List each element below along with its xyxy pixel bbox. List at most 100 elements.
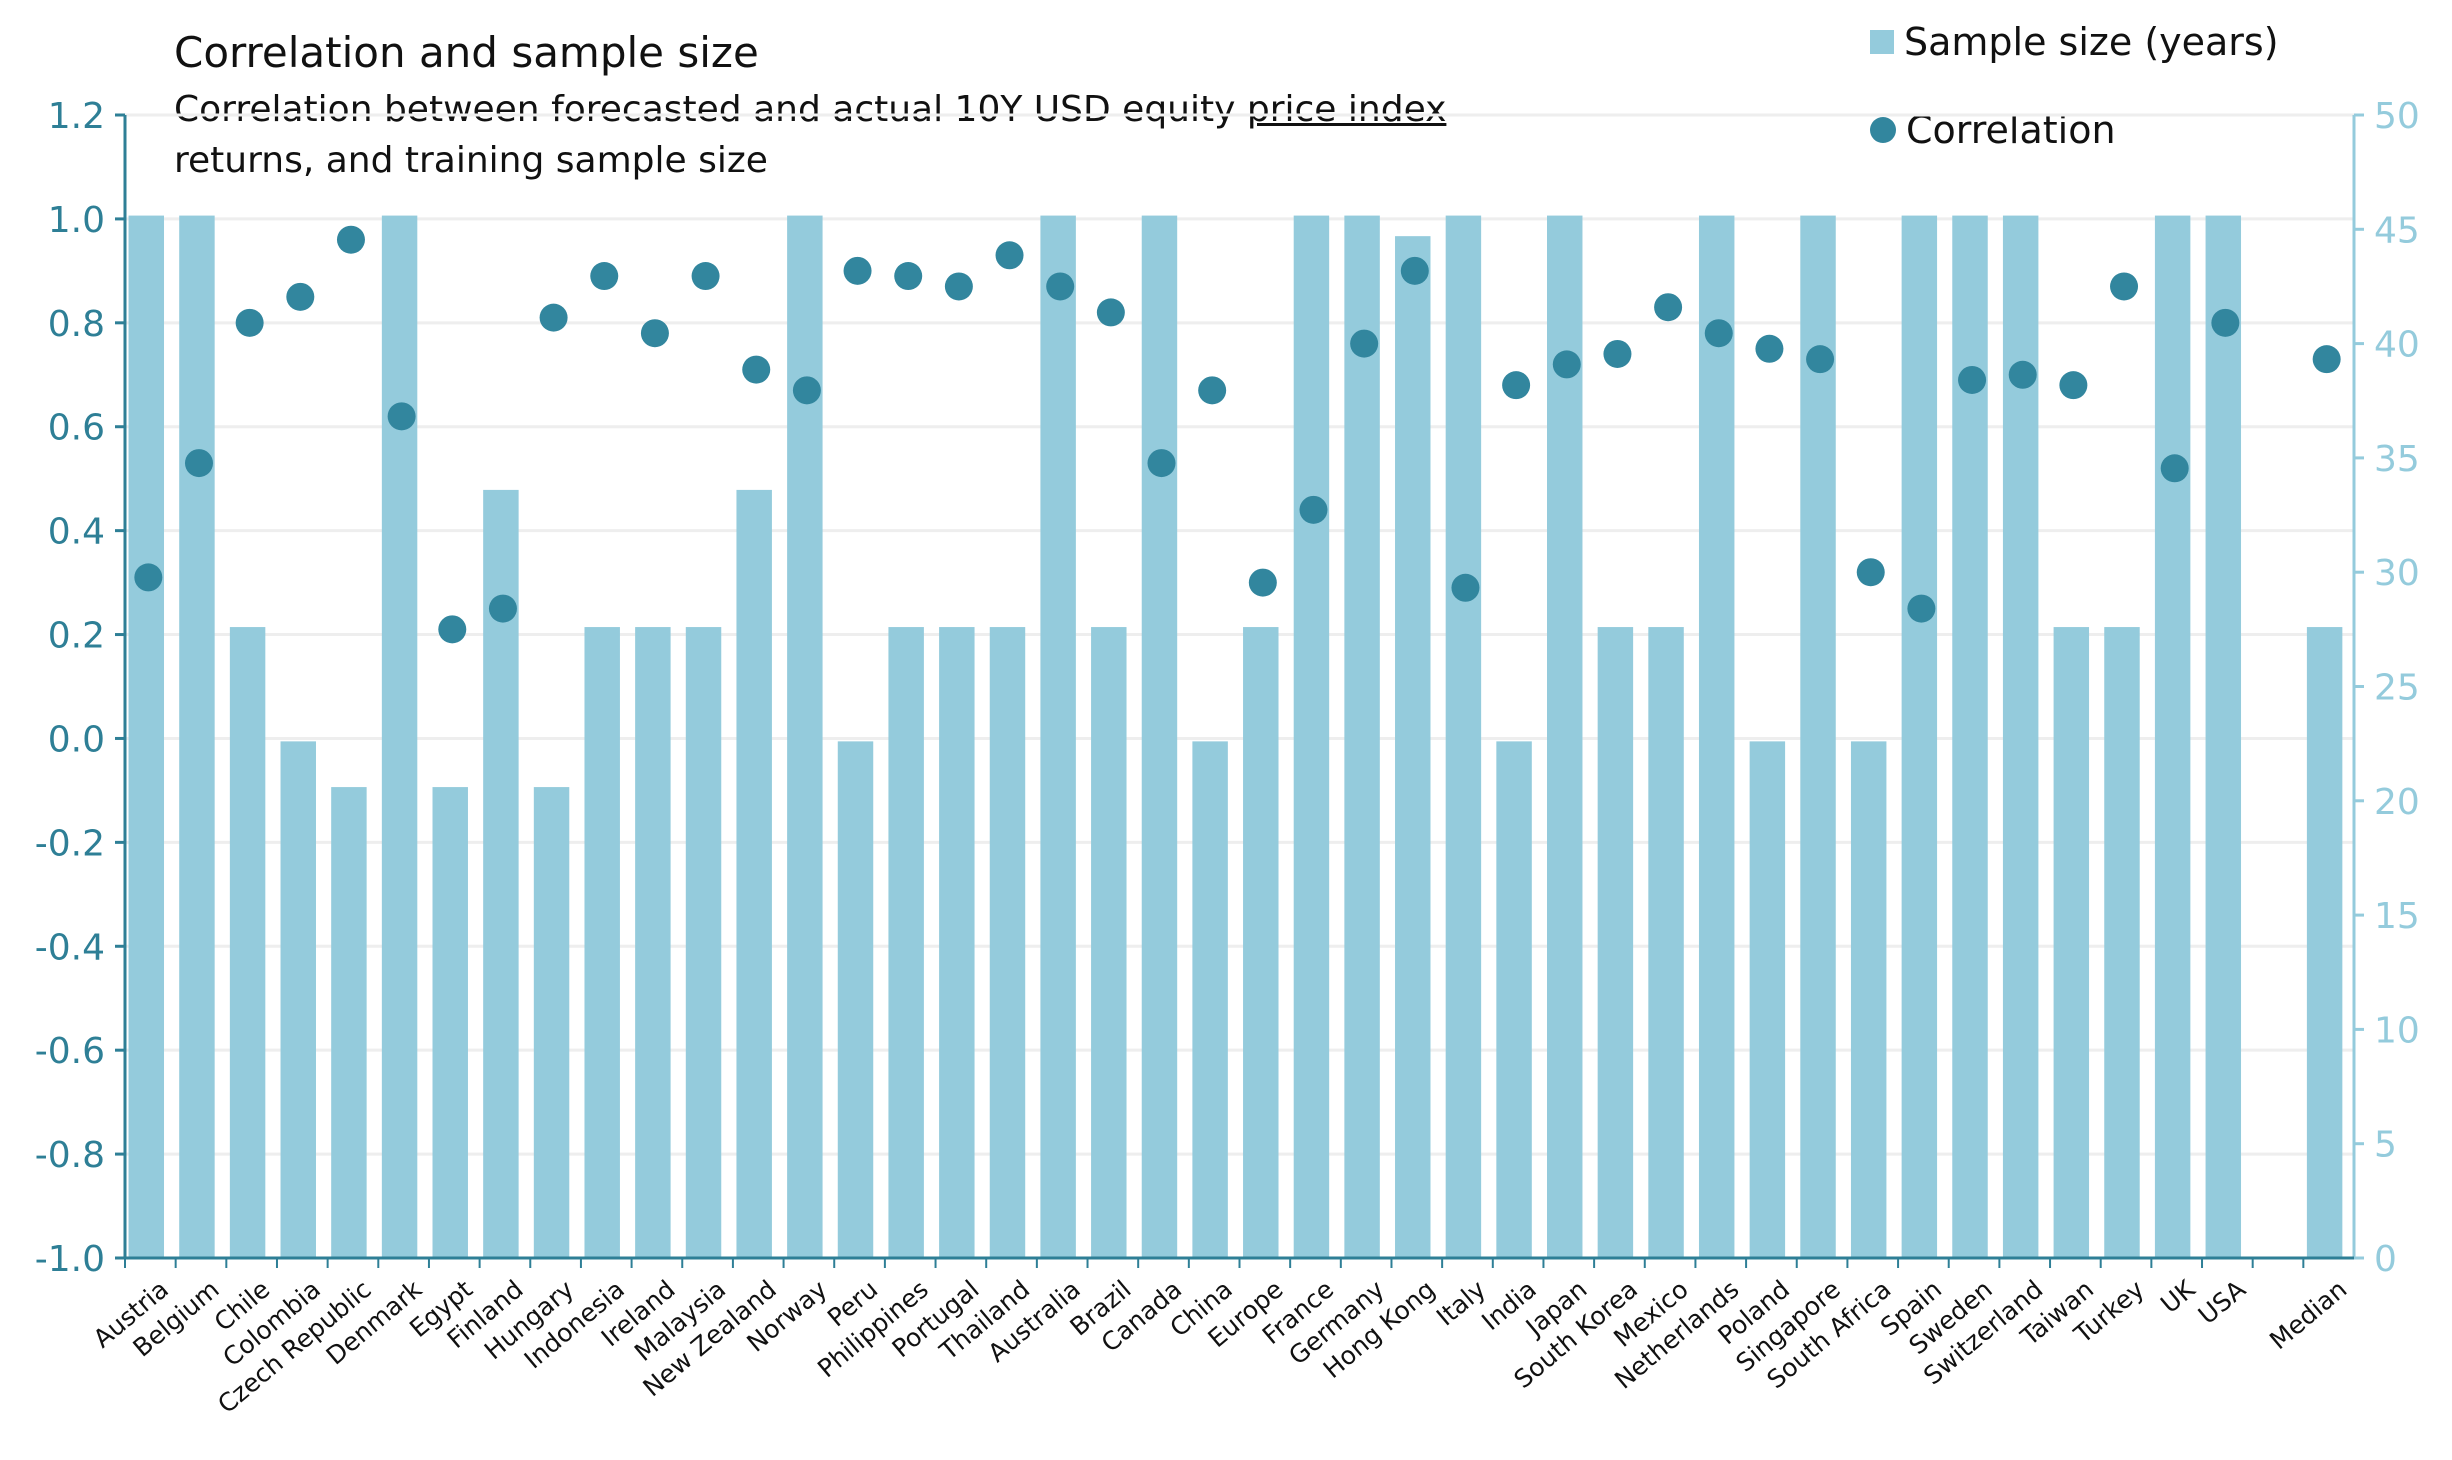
bar: [685, 627, 722, 1258]
right-tick-label: 0: [2374, 1239, 2397, 1280]
bar: [1091, 627, 1127, 1258]
bar: [2306, 627, 2343, 1258]
left-tick-label: 0.8: [48, 304, 105, 345]
left-tick-label: -0.2: [35, 823, 105, 864]
bar: [2053, 627, 2090, 1258]
bar: [1344, 215, 1380, 1259]
bar: [837, 741, 874, 1258]
bar: [331, 787, 367, 1258]
bar: [1597, 627, 1634, 1258]
subtitle-part: Correlation between forecasted and actua…: [174, 89, 1247, 130]
left-tick-label: 0.6: [48, 408, 105, 449]
bar: [229, 627, 266, 1258]
data-point: [1806, 345, 1835, 374]
bar: [989, 627, 1026, 1258]
data-point: [387, 402, 416, 431]
data-point: [1856, 558, 1885, 587]
chart-subtitle: Correlation between forecasted and actua…: [174, 84, 1474, 186]
left-tick-label: 1.2: [48, 96, 105, 137]
subtitle-underlined: price index: [1246, 89, 1447, 130]
bar: [1293, 215, 1330, 1259]
left-tick-label: -0.8: [35, 1135, 105, 1176]
bar: [736, 489, 772, 1258]
bar: [1040, 215, 1076, 1259]
data-point: [184, 449, 213, 478]
bar: [1496, 741, 1532, 1258]
bar: [1243, 627, 1279, 1258]
data-point: [438, 615, 467, 644]
right-tick-label: 15: [2374, 896, 2420, 937]
data-point: [1299, 495, 1328, 524]
legend-item-sample-size: Sample size (years): [1870, 20, 2279, 64]
data-point: [235, 308, 264, 337]
data-point: [2312, 345, 2341, 374]
data-point: [1248, 568, 1277, 597]
left-tick-label: -1.0: [35, 1239, 105, 1280]
left-tick-label: -0.4: [35, 927, 105, 968]
bar: [432, 787, 468, 1258]
data-point: [1451, 573, 1480, 602]
data-point: [691, 262, 720, 291]
legend-swatch-bar: [1870, 30, 1894, 54]
bar: [888, 627, 924, 1258]
bar: [1445, 215, 1482, 1259]
data-point: [1704, 319, 1733, 348]
left-tick-label: 0.2: [48, 616, 105, 657]
left-tick-label: 0.0: [48, 719, 105, 760]
bar: [1395, 236, 1431, 1258]
data-point: [792, 376, 821, 405]
bar: [381, 215, 418, 1259]
data-point: [2160, 454, 2189, 483]
data-point: [1958, 365, 1987, 394]
bar: [2104, 627, 2140, 1258]
data-point: [336, 225, 365, 254]
right-tick-label: 5: [2374, 1125, 2397, 1166]
right-tick-label: 50: [2374, 96, 2420, 137]
bar: [1749, 741, 1786, 1258]
left-tick-label: 1.0: [48, 200, 105, 241]
data-point: [1654, 293, 1683, 322]
bar: [1547, 215, 1583, 1259]
x-tick-label: Italy: [1431, 1274, 1491, 1331]
data-point: [286, 282, 315, 311]
right-tick-label: 25: [2374, 668, 2420, 709]
data-point: [1552, 350, 1581, 379]
data-point: [1096, 298, 1125, 327]
right-tick-label: 40: [2374, 325, 2420, 366]
data-point: [2059, 371, 2088, 400]
bar: [1850, 741, 1887, 1258]
data-point: [944, 272, 973, 301]
data-point: [2211, 308, 2240, 337]
data-point: [894, 262, 923, 291]
right-tick-label: 45: [2374, 210, 2420, 251]
bar: [2154, 215, 2191, 1259]
x-tick-label: UK: [2155, 1274, 2201, 1319]
bar: [1141, 215, 1178, 1259]
data-point: [1046, 272, 1075, 301]
bar: [1698, 215, 1735, 1259]
data-point: [995, 241, 1024, 270]
data-point: [1198, 376, 1227, 405]
bar: [787, 215, 823, 1259]
data-point: [742, 355, 771, 384]
bar: [584, 627, 620, 1258]
right-tick-label: 35: [2374, 439, 2420, 480]
subtitle-part: returns, and training sample size: [174, 140, 768, 181]
bar: [2205, 215, 2242, 1259]
data-point: [1603, 339, 1632, 368]
legend-swatch-dot: [1870, 117, 1896, 143]
bar: [1901, 215, 1938, 1259]
data-point: [1755, 334, 1784, 363]
data-point: [539, 303, 568, 332]
data-point: [1502, 371, 1531, 400]
data-point: [1147, 449, 1176, 478]
bar: [280, 741, 316, 1258]
data-point: [134, 563, 163, 592]
x-tick-label: Median: [2264, 1274, 2352, 1355]
data-point: [590, 262, 619, 291]
bar: [128, 215, 165, 1259]
left-tick-label: -0.6: [35, 1031, 105, 1072]
left-tick-label: 0.4: [48, 512, 105, 553]
bar: [2002, 215, 2039, 1259]
